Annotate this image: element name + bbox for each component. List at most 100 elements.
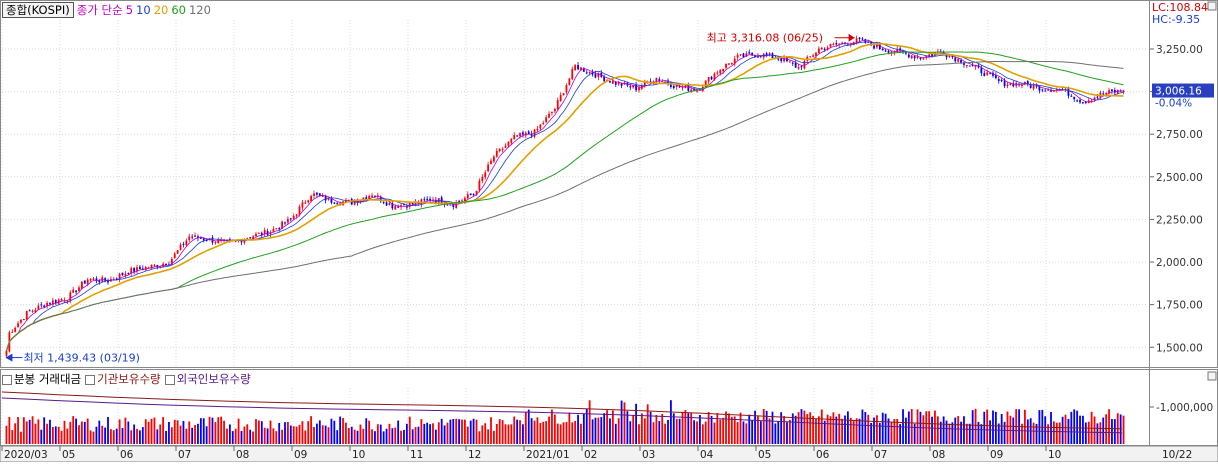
candle-body	[1093, 97, 1096, 100]
volume-bar	[939, 421, 942, 444]
candle-body	[655, 78, 658, 81]
volume-bar	[208, 416, 211, 444]
volume-bar	[710, 415, 713, 444]
candle-body	[989, 73, 991, 75]
volume-bar	[40, 429, 43, 444]
volume-bar	[275, 431, 278, 444]
volume-bar	[466, 426, 469, 444]
volume-bar	[513, 416, 516, 444]
x-tick-label: 10	[1048, 449, 1061, 461]
candle-body	[838, 43, 841, 45]
candle-body	[170, 258, 173, 265]
candle-body	[298, 206, 301, 215]
volume-bar	[867, 414, 870, 444]
volume-bar	[994, 411, 997, 444]
candle-body	[1073, 96, 1076, 100]
scroll-up-icon[interactable]	[1207, 1, 1217, 11]
candle-body	[104, 278, 107, 281]
volume-bar	[896, 418, 899, 444]
candle-body	[86, 279, 89, 285]
volume-bar	[487, 429, 490, 444]
volume-bar	[455, 418, 458, 444]
candle-body	[910, 55, 913, 59]
candle-body	[411, 202, 414, 205]
volume-legend-item-foreign[interactable]: 외국인보유수량	[164, 371, 251, 387]
current-change-label: -0.04%	[1155, 98, 1192, 110]
volume-legend-item-amount[interactable]: 분봉 거래대금	[2, 371, 81, 387]
candle-body	[974, 65, 977, 67]
volume-bar	[791, 413, 794, 444]
candle-body	[95, 278, 98, 282]
volume-bar	[342, 418, 344, 444]
volume-bar	[803, 410, 806, 444]
volume-bar	[739, 412, 742, 444]
x-tick-label: 03	[642, 449, 655, 461]
candle-body	[919, 58, 922, 60]
volume-bar	[1026, 419, 1029, 444]
volume-bar	[1035, 423, 1038, 444]
candle-body	[365, 197, 368, 199]
candle-body	[98, 280, 101, 283]
scroll-down-icon[interactable]	[1207, 371, 1217, 381]
candle-body	[957, 58, 960, 62]
index-name-label[interactable]: 종합(KOSPI)	[2, 2, 74, 18]
candle-body	[379, 196, 382, 202]
volume-bar	[861, 409, 864, 444]
volume-bar	[417, 426, 420, 444]
candle-body	[603, 76, 606, 82]
candle-body	[713, 73, 716, 80]
volume-bar	[92, 431, 95, 444]
candle-body	[304, 202, 307, 204]
volume-bar	[704, 421, 707, 444]
volume-bar	[223, 420, 225, 444]
volume-bar	[353, 429, 356, 444]
candle-body	[855, 38, 858, 43]
candle-body	[89, 279, 92, 281]
volume-bar	[948, 423, 951, 444]
volume-bar	[14, 423, 17, 444]
candle-body	[954, 57, 957, 62]
volume-bar	[597, 417, 600, 444]
volume-bar	[516, 419, 519, 444]
volume-bar	[17, 417, 19, 444]
volume-legend-item-institution[interactable]: 기관보유수량	[85, 371, 161, 387]
volume-bar	[713, 422, 716, 444]
volume-bar	[983, 411, 986, 444]
x-tick-label: 08	[236, 449, 249, 461]
volume-bar	[829, 416, 832, 444]
candle-body	[568, 78, 571, 85]
foreign-holding-line	[1, 397, 1123, 434]
y-tick-label: 1,500.00	[1156, 342, 1203, 354]
volume-bar	[191, 427, 194, 444]
volume-bar	[432, 423, 434, 444]
volume-bar	[162, 417, 165, 444]
volume-bar	[112, 430, 115, 444]
volume-bar	[1058, 422, 1061, 444]
volume-bar	[504, 424, 507, 444]
volume-bar	[1096, 423, 1099, 444]
candle-body	[423, 199, 426, 201]
x-tick-label: 2020/03	[4, 449, 48, 461]
candle-body	[1076, 100, 1079, 102]
candle-body	[37, 305, 40, 310]
candle-body	[287, 218, 289, 223]
volume-bar	[580, 423, 582, 444]
volume-bar	[54, 426, 57, 444]
candle-body	[562, 93, 565, 96]
volume-bar	[905, 417, 907, 444]
volume-bar	[205, 426, 208, 444]
candle-body	[60, 299, 63, 301]
volume-bar	[269, 420, 272, 444]
volume-bar	[922, 415, 925, 444]
volume-bar	[46, 423, 48, 444]
volume-bar	[945, 420, 948, 444]
candle-body	[736, 55, 739, 58]
volume-bar	[594, 417, 597, 444]
candle-body	[66, 300, 69, 302]
volume-bar	[684, 410, 687, 444]
volume-bar	[301, 421, 304, 444]
candle-body	[408, 202, 411, 207]
volume-bar	[722, 417, 725, 444]
